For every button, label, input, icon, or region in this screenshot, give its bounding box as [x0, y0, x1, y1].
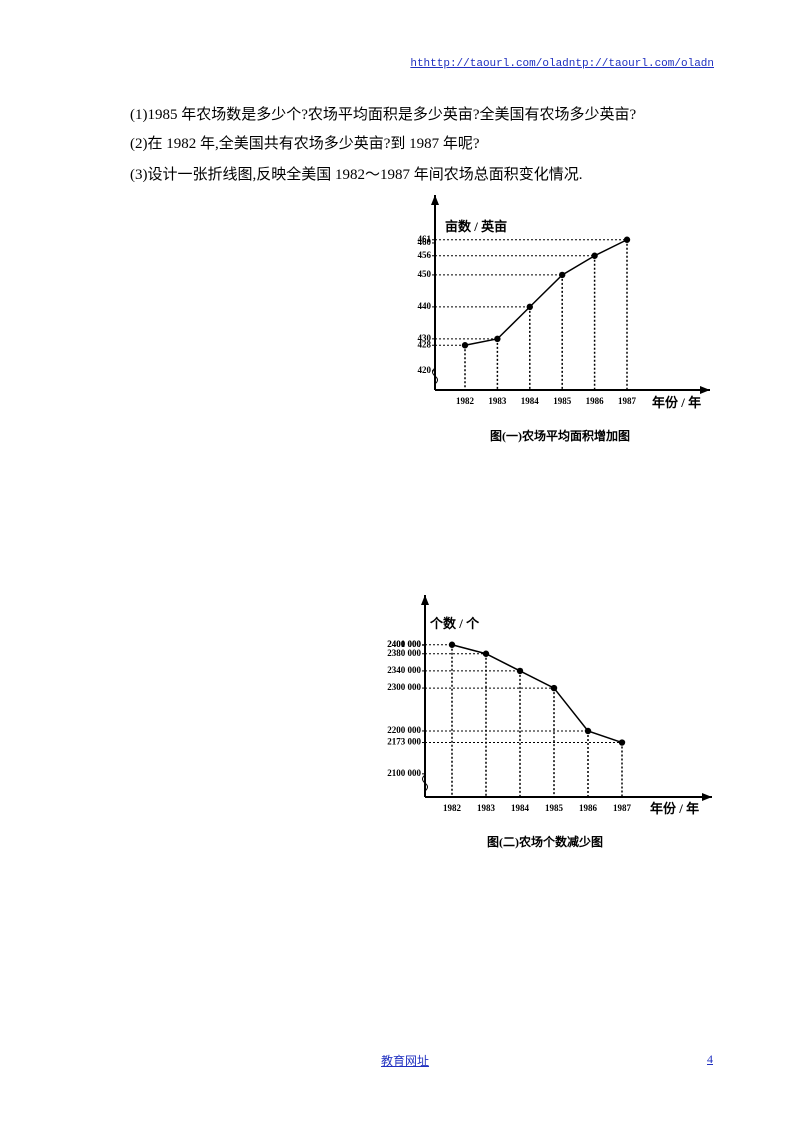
y-tick-label: 428	[418, 339, 432, 349]
x-tick-label: 1987	[618, 396, 637, 406]
x-axis-label: 年份 / 年	[652, 395, 701, 410]
y-axis-label: 亩数 / 英亩	[445, 219, 507, 234]
y-tick-label: 430	[418, 333, 432, 343]
x-tick-label: 1982	[443, 803, 462, 813]
y-tick-label: 2100 000	[387, 768, 421, 778]
x-axis-label: 年份 / 年	[650, 801, 699, 816]
data-line	[451, 644, 623, 744]
y-tick-label: 2173 000	[387, 737, 421, 747]
page-number: 4	[707, 1052, 713, 1066]
caption: 图(二)农场个数减少图	[487, 834, 603, 849]
question: (1)1985 年农场数是多少个?农场平均面积是多少英亩?全美国有农场多少英亩?	[130, 107, 637, 123]
data-point	[584, 727, 592, 735]
y-tick-label: 2380 000	[387, 648, 421, 658]
data-line	[464, 239, 628, 346]
data-point	[461, 342, 469, 349]
y-tick-label: 2200 000	[387, 725, 421, 735]
x-tick-label: 1986	[586, 396, 605, 406]
data-point	[516, 667, 524, 675]
y-tick-label: 450	[418, 269, 432, 279]
x-tick-label: 1983	[488, 396, 507, 406]
x-tick-label: 1986	[579, 803, 598, 813]
data-point	[591, 252, 598, 259]
x-tick-label: 1984	[521, 396, 540, 406]
y-tick-label: 420	[418, 365, 432, 375]
x-tick-label: 1985	[553, 396, 572, 406]
data-point	[494, 335, 501, 343]
data-point	[559, 271, 566, 279]
arrow	[421, 595, 429, 605]
data-point	[550, 684, 558, 692]
data-point	[618, 739, 626, 746]
x-tick-label: 1987	[613, 803, 632, 813]
y-axis-label: 个数 / 个	[429, 616, 480, 631]
y-tick-label: 2300 000	[387, 682, 421, 692]
y-tick-label: 456	[418, 250, 432, 260]
y-tick-label: 2340 000	[387, 665, 421, 675]
question: (3)设计一张折线图,反映全美国 1982～1987 年间农场总面积变化情况.	[130, 167, 583, 183]
axis-break	[422, 774, 428, 792]
y-tick-label: 2400 000	[387, 639, 421, 649]
y-tick-label: 440	[418, 301, 432, 311]
footer-link[interactable]: 教育网址	[381, 1054, 430, 1068]
arrow	[431, 195, 439, 205]
data-point	[482, 650, 490, 657]
x-tick-label: 1985	[545, 803, 564, 813]
arrow	[702, 793, 712, 801]
arrow	[700, 386, 710, 394]
data-point	[448, 641, 456, 648]
question: (2)在 1982 年,全美国共有农场多少英亩?到 1987 年呢?	[130, 136, 480, 152]
x-tick-label: 1983	[477, 803, 496, 813]
x-tick-label: 1984	[511, 803, 530, 813]
y-tick-label: 2401 000	[387, 639, 421, 649]
y-tick-label: 460	[418, 237, 432, 247]
data-point	[623, 236, 631, 243]
caption: 图(一)农场平均面积增加图	[490, 428, 630, 443]
header-link[interactable]: hthttp://taourl.com/oladntp://taourl.com…	[410, 58, 714, 70]
data-point	[526, 303, 533, 311]
y-tick-label: 461	[418, 234, 432, 244]
x-tick-label: 1982	[456, 396, 475, 406]
